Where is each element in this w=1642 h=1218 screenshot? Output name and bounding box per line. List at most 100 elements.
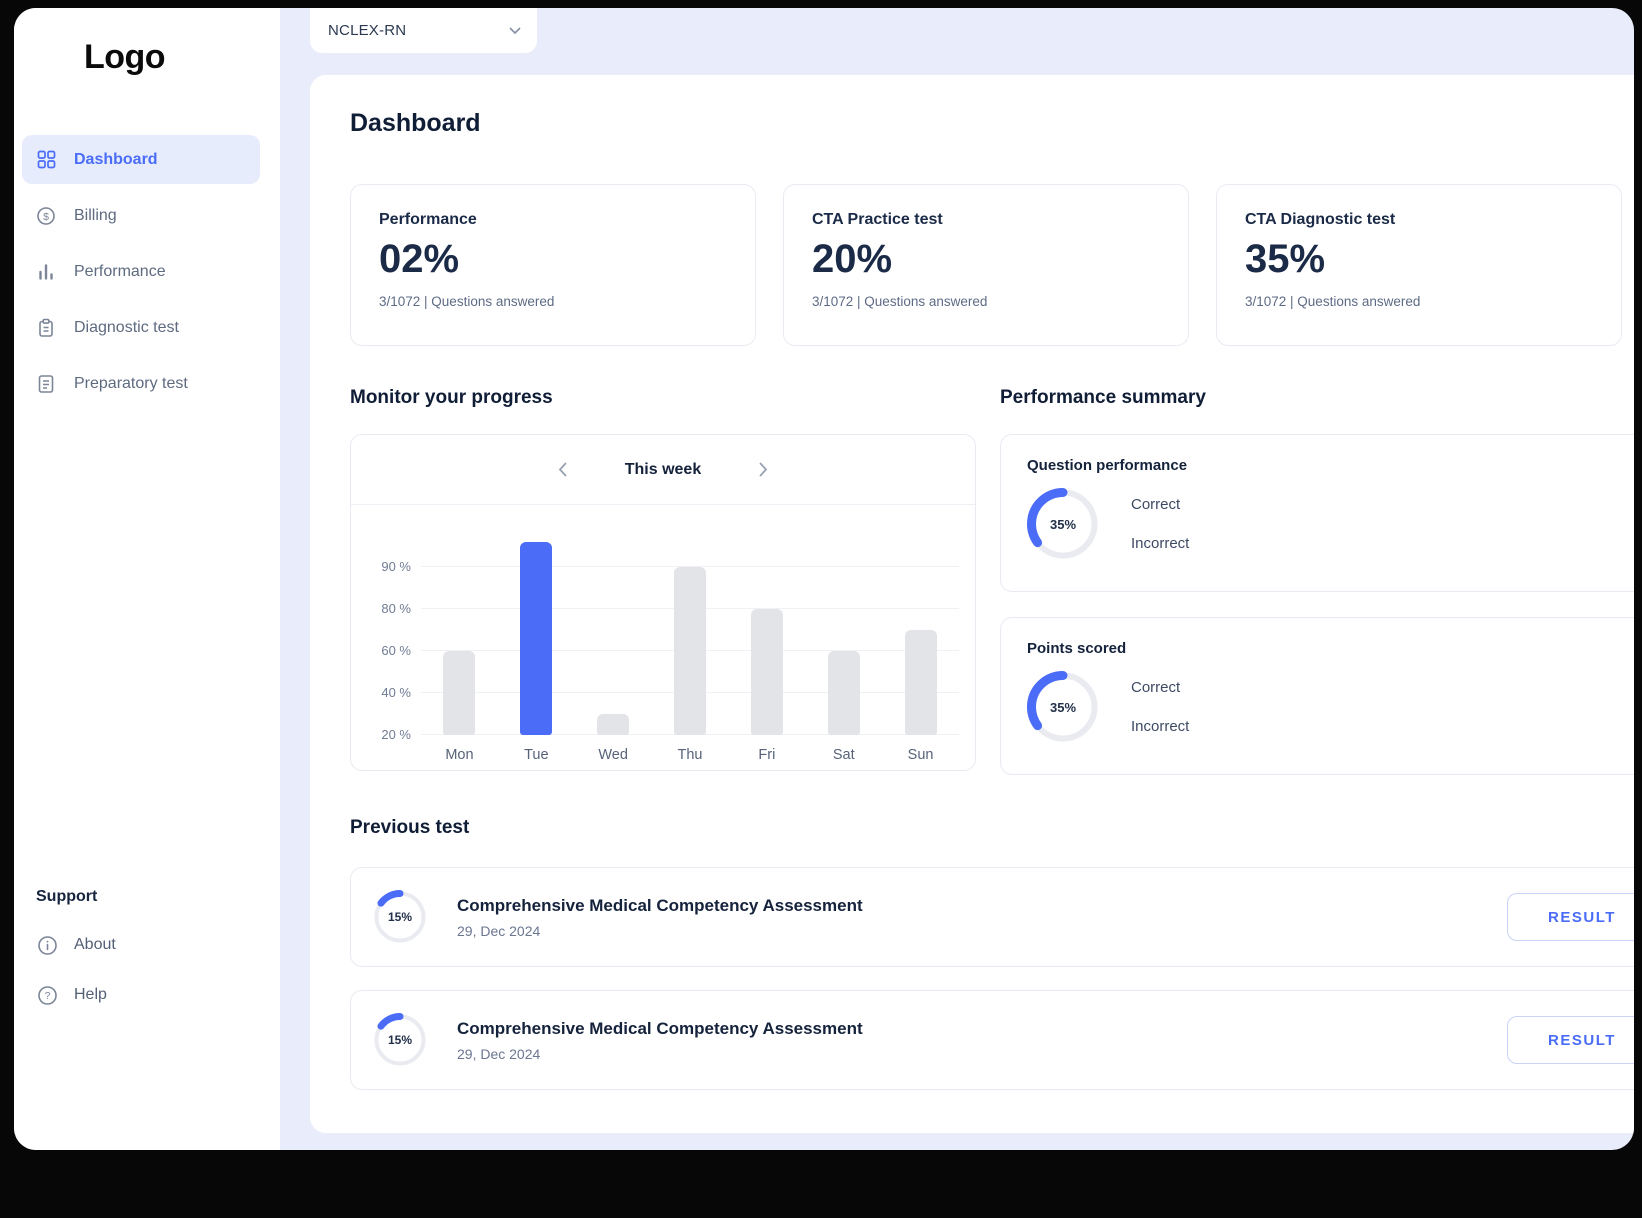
summary-legend: Correct Incorrect: [1131, 679, 1189, 735]
progress-heading: Monitor your progress: [350, 387, 553, 408]
legend-incorrect: Incorrect: [1131, 718, 1190, 735]
sidebar: Logo Dashboard $: [14, 8, 280, 1150]
chart-gridline: 90 %: [381, 559, 959, 574]
test-score-donut: 15%: [373, 1013, 427, 1067]
preparatory-document-icon: [35, 373, 57, 395]
test-date: 29, Dec 2024: [457, 922, 541, 939]
svg-text:$: $: [43, 211, 49, 223]
stat-card-performance: Performance 02% 3/1072 | Questions answe…: [350, 184, 756, 346]
donut-percent-label: 35%: [1049, 699, 1077, 715]
chart-day-labels: Mon Tue Wed Thu Fri Sat Sun: [421, 747, 959, 763]
middle-columns: Monitor your progress This week: [350, 387, 1634, 775]
support-item-label: Help: [74, 986, 107, 1003]
stat-card-subtext: 3/1072 | Questions answered: [379, 294, 555, 309]
sidebar-item-billing[interactable]: $ Billing: [22, 191, 260, 240]
previous-test-heading: Previous test: [350, 817, 470, 838]
chart-bar: [674, 567, 706, 735]
diagnostic-clipboard-icon: [35, 317, 57, 339]
progress-column: Monitor your progress This week: [350, 387, 976, 775]
main-area: NCLEX-RN Dashboard Performance 02% 3/107…: [280, 8, 1634, 1150]
test-date: 29, Dec 2024: [457, 1045, 541, 1062]
test-title: Comprehensive Medical Competency Assessm…: [457, 895, 863, 915]
week-label: This week: [624, 460, 702, 478]
chart-y-tick: 60 %: [381, 643, 411, 658]
chart-y-tick: 80 %: [381, 601, 411, 616]
test-score-donut: 15%: [373, 890, 427, 944]
support-item-label: About: [74, 936, 116, 953]
chart-y-tick: 20 %: [381, 727, 411, 742]
legend-incorrect: Incorrect: [1131, 535, 1190, 552]
svg-text:?: ?: [44, 990, 50, 1002]
sidebar-item-label: Diagnostic test: [74, 318, 179, 336]
support-heading: Support: [36, 888, 98, 905]
app-window: Logo Dashboard $: [14, 8, 1634, 1150]
sidebar-item-dashboard[interactable]: Dashboard: [22, 135, 260, 184]
sidebar-item-performance[interactable]: Performance: [22, 247, 260, 296]
help-icon: ?: [36, 984, 58, 1006]
legend-correct: Correct: [1131, 679, 1181, 696]
stat-card-title: CTA Practice test: [812, 211, 943, 228]
stat-card-title: Performance: [379, 211, 477, 228]
performance-bars-icon: [35, 261, 57, 283]
summary-column: Performance summary Question performance…: [1000, 387, 1634, 775]
summary-card-body: 35% Correct Incorrect: [1027, 488, 1634, 560]
sidebar-item-help[interactable]: ? Help: [36, 970, 260, 1020]
chart-bar: [904, 630, 937, 735]
chart-bar: [597, 714, 630, 735]
chart-x-label: Thu: [677, 747, 703, 763]
sidebar-nav: Dashboard $ Billing Performance: [14, 135, 280, 408]
stat-card-value: 20%: [812, 237, 893, 281]
course-select-dropdown[interactable]: NCLEX-RN: [310, 8, 537, 53]
previous-test-row: 15% Comprehensive Medical Competency Ass…: [350, 990, 1634, 1090]
summary-card-title: Question performance: [1027, 457, 1188, 474]
question-performance-donut: 35%: [1027, 488, 1099, 560]
stat-card-value: 35%: [1245, 237, 1326, 281]
result-button[interactable]: RESULT: [1507, 1016, 1634, 1064]
chevron-left-icon[interactable]: [554, 458, 571, 481]
points-scored-card: Points scored 35% Correct Incorrect: [1000, 617, 1634, 775]
test-title: Comprehensive Medical Competency Assessm…: [457, 1018, 863, 1038]
app-logo: Logo: [84, 38, 166, 76]
sidebar-item-diagnostic-test[interactable]: Diagnostic test: [22, 303, 260, 352]
stat-card-subtext: 3/1072 | Questions answered: [812, 294, 988, 309]
test-info: Comprehensive Medical Competency Assessm…: [457, 1019, 863, 1062]
chart-bar: [750, 609, 783, 735]
sidebar-item-about[interactable]: About: [36, 920, 260, 970]
chart-bars: [421, 531, 959, 735]
sidebar-item-label: Dashboard: [74, 150, 158, 168]
chart-bar: [443, 651, 476, 735]
stat-card-value: 02%: [379, 237, 460, 281]
chart-x-label: Sun: [907, 747, 934, 763]
sidebar-item-label: Billing: [74, 206, 117, 224]
course-select-value: NCLEX-RN: [328, 22, 407, 39]
stat-cards-row: Performance 02% 3/1072 | Questions answe…: [350, 184, 1634, 346]
weekly-progress-chart-card: This week 90 % 80 % 60 % 40 % 2: [350, 434, 976, 771]
summary-card-title: Points scored: [1027, 640, 1127, 657]
chart-x-label: Fri: [758, 747, 776, 763]
chevron-down-icon: [509, 27, 521, 35]
page-title: Dashboard: [350, 109, 481, 137]
donut-percent-label: 15%: [387, 1033, 413, 1047]
sidebar-item-preparatory-test[interactable]: Preparatory test: [22, 359, 260, 408]
chart-x-label: Mon: [445, 747, 474, 763]
question-performance-card: Question performance 35% Correct Incorre…: [1000, 434, 1634, 592]
stat-card-practice-test: CTA Practice test 20% 3/1072 | Questions…: [783, 184, 1189, 346]
stat-card-title: CTA Diagnostic test: [1245, 211, 1396, 228]
summary-heading: Performance summary: [1000, 387, 1206, 408]
chart-y-tick: 40 %: [381, 685, 411, 700]
donut-percent-label: 35%: [1049, 516, 1077, 532]
stat-card-diagnostic-test: CTA Diagnostic test 35% 3/1072 | Questio…: [1216, 184, 1622, 346]
summary-legend: Correct Incorrect: [1131, 496, 1189, 552]
sidebar-item-label: Performance: [74, 262, 166, 280]
chart-plot-area: 90 % 80 % 60 % 40 % 20 %: [381, 531, 959, 742]
chevron-right-icon[interactable]: [755, 458, 772, 481]
result-button[interactable]: RESULT: [1507, 893, 1634, 941]
chart-x-label: Wed: [598, 747, 628, 763]
info-icon: [36, 934, 58, 956]
legend-correct: Correct: [1131, 496, 1181, 513]
week-navigator: This week: [351, 435, 975, 505]
donut-percent-label: 15%: [387, 910, 413, 924]
bar-chart: 90 % 80 % 60 % 40 % 20 % Mon Tue Wed Thu Fri…: [351, 505, 975, 763]
chart-bar: [827, 651, 860, 735]
chart-bar: [520, 542, 553, 735]
